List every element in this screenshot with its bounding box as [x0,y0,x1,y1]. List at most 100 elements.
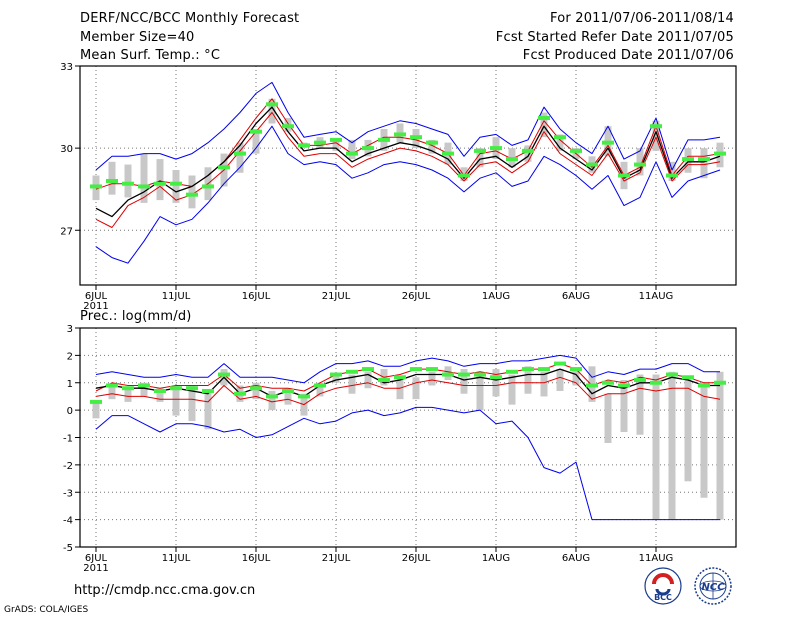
bcc-logo: BCC [644,567,682,605]
ensemble-bar [332,374,340,383]
observed-marker [506,157,518,162]
ensemble-bar [252,382,260,400]
observed-marker [218,165,230,170]
ensemble-bar [700,382,708,498]
ensemble-bar [604,393,612,443]
ensemble-bar [172,385,180,416]
observed-marker [234,151,246,156]
ensemble-bar [124,388,132,402]
observed-marker [634,162,646,167]
observed-marker [570,367,582,372]
source-url[interactable]: http://cmdp.ncc.cma.gov.cn [74,583,256,598]
observed-marker [410,135,422,140]
ensemble-bar [140,153,148,203]
x-tick-label: 6AUG [562,291,590,302]
ensemble-mean-line [95,106,721,218]
observed-marker [490,146,502,151]
observed-marker [410,367,422,372]
member-size: Member Size=40 [80,30,195,45]
observed-marker [522,367,534,372]
observed-marker [90,184,102,189]
observed-marker [442,151,454,156]
observed-marker [602,380,614,385]
observed-marker [666,372,678,377]
observed-marker [426,367,438,372]
observed-marker [106,383,118,388]
ensemble-bar [268,390,276,411]
outer-band-low-line [95,406,720,521]
x-tick-label: 16JUL [242,291,271,302]
observed-marker [474,148,486,153]
y-tick-label: 33 [60,62,73,73]
observed-marker [138,184,150,189]
ensemble-bar [236,142,244,173]
ensemble-bar [156,159,164,201]
observed-marker [170,386,182,391]
ensemble-bar [508,374,516,405]
y-tick-label: -2 [63,461,73,472]
ensemble-bar [172,170,180,203]
observed-marker [714,380,726,385]
y-tick-label: -3 [63,488,73,499]
ensemble-bar [716,371,724,520]
ensemble-bar [124,164,132,198]
ensemble-bar [412,377,420,400]
inner-band-low-line [95,112,721,228]
x-tick-label: 16JUL [242,553,271,564]
observed-marker [698,157,710,162]
ensemble-bar [204,390,212,430]
observed-marker [154,181,166,186]
observed-marker [650,124,662,129]
observed-marker [698,383,710,388]
observed-marker [522,148,534,153]
observed-marker [458,372,470,377]
observed-marker [266,394,278,399]
y-tick-label: -1 [63,434,73,445]
x-tick-label: 6JUL [85,553,108,564]
y-tick-label: 0 [67,406,73,417]
ncc-logo-text: NCC [701,582,725,593]
observed-marker [346,151,358,156]
x-tick-label: 1AUG [482,291,510,302]
observed-marker [154,388,166,393]
observed-marker [538,367,550,372]
observed-marker [586,383,598,388]
ensemble-bar [460,369,468,394]
ensemble-bar [140,382,148,397]
observed-marker [330,372,342,377]
x-tick-label: 21JUL [322,291,351,302]
x-tick-label: 1AUG [482,553,510,564]
inner-band-low-line [95,376,721,406]
forecast-produced-date: Fcst Produced Date 2011/07/06 [522,48,734,63]
ensemble-bar [652,120,660,151]
ensemble-bar [428,139,436,154]
x-year-label: 2011 [83,301,108,312]
ensemble-bar [492,369,500,397]
observed-marker [714,151,726,156]
ensemble-bar [252,128,260,154]
ensemble-bar [540,112,548,138]
ensemble-bar [476,374,484,411]
observed-marker [394,132,406,137]
outer-band-high-line [95,81,721,171]
outer-band-high-line [95,354,720,384]
observed-marker [282,124,294,129]
observed-marker [330,137,342,142]
x-tick-label: 11AUG [639,291,674,302]
ensemble-bar [108,385,116,400]
ensemble-bar [348,139,356,160]
observed-marker [186,386,198,391]
plot-frame [79,65,737,286]
ensemble-bar [556,134,564,151]
observed-marker [186,192,198,197]
observed-marker [314,383,326,388]
y-tick-label: -4 [63,516,73,527]
observed-marker [682,375,694,380]
ensemble-bar [428,371,436,386]
variable-label-prec: Prec.: log(mm/d) [80,309,192,324]
observed-marker [506,369,518,374]
observed-marker [138,383,150,388]
observed-marker [218,372,230,377]
ensemble-bar [284,388,292,405]
ensemble-bar [556,369,564,391]
